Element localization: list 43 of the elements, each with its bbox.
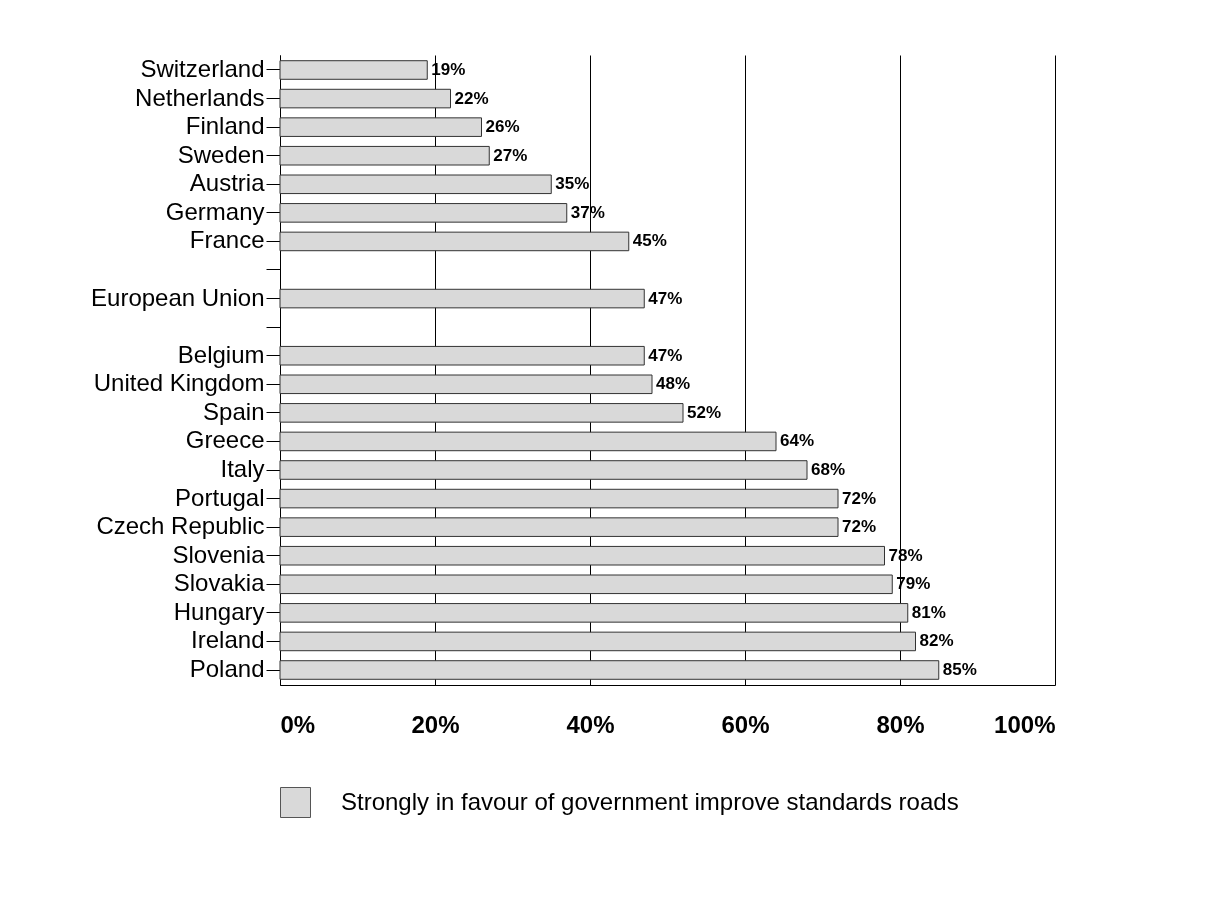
y-tick-label: European Union (91, 283, 265, 311)
legend-label: Strongly in favour of government improve standards roads (341, 787, 959, 815)
data-label: 72% (842, 488, 877, 508)
data-label: 72% (842, 517, 877, 537)
y-tick-label: Sweden (177, 140, 265, 168)
data-label: 48% (656, 374, 691, 394)
data-label: 81% (911, 602, 946, 622)
y-tick-label: Slovakia (173, 569, 266, 597)
data-label: 85% (942, 660, 977, 679)
y-tick-label: Hungary (173, 597, 265, 625)
y-tick-label: Ireland (191, 626, 265, 654)
data-label: 35% (555, 174, 590, 194)
y-tick-label: Netherlands (135, 83, 265, 111)
y-tick-label: Poland (189, 655, 265, 682)
data-label: 47% (648, 345, 683, 365)
y-tick-label: Portugal (175, 483, 265, 511)
y-tick-label: Spain (203, 397, 265, 425)
y-tick-label: United Kingdom (93, 369, 265, 397)
y-tick-label: Czech Republic (96, 512, 265, 540)
data-label: 27% (493, 145, 528, 165)
data-label: 64% (780, 431, 815, 451)
x-tick-label: 60% (721, 710, 770, 738)
data-label: 22% (454, 88, 489, 108)
x-tick-label: 0% (280, 710, 316, 738)
x-tick-label: 80% (876, 710, 925, 738)
y-tick-label: Slovenia (172, 540, 266, 568)
data-label: 52% (687, 402, 722, 422)
y-tick-label: Italy (220, 455, 265, 482)
x-tick-label: 100% (994, 710, 1056, 738)
y-tick-label: Germany (165, 197, 265, 225)
y-tick-label: France (189, 226, 265, 254)
y-tick-label: Greece (185, 426, 265, 454)
data-label: 82% (919, 631, 954, 651)
y-tick-label: Switzerland (140, 55, 265, 82)
data-label: 47% (648, 288, 683, 308)
y-tick-label: Austria (189, 169, 266, 197)
data-label: 68% (811, 460, 846, 479)
y-tick-label: Finland (185, 112, 265, 140)
y-tick-label: Belgium (177, 340, 265, 368)
data-label: 45% (632, 231, 667, 251)
x-tick-label: 20% (411, 710, 460, 738)
data-label: 26% (485, 117, 520, 137)
x-tick-label: 40% (566, 710, 615, 738)
